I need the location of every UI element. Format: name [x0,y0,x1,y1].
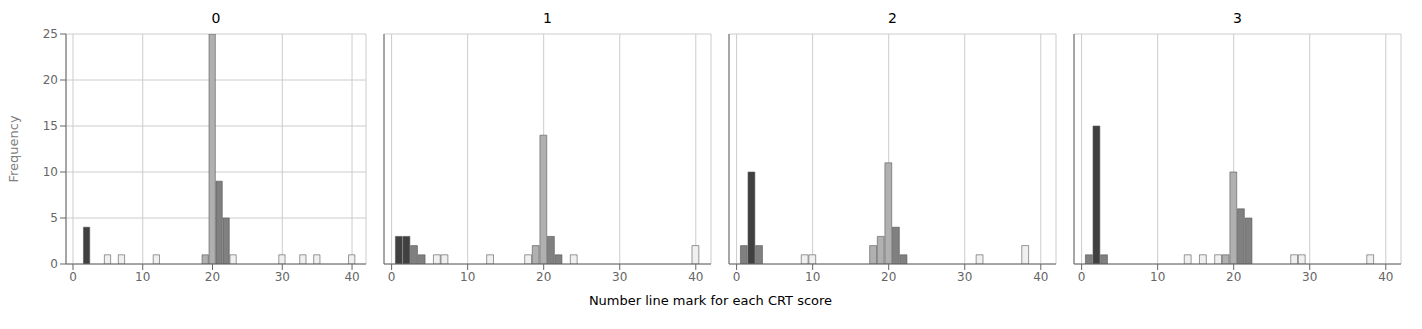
svg-text:30: 30 [612,270,627,284]
svg-text:20: 20 [536,270,551,284]
svg-text:0: 0 [69,270,77,284]
svg-text:40: 40 [1033,270,1048,284]
svg-text:30: 30 [957,270,972,284]
svg-text:20: 20 [881,270,896,284]
svg-text:30: 30 [1302,270,1317,284]
html-text:Number line mark for each CRT: Number line mark for each CRT score [588,293,833,308]
html-text:3: 3 [1233,10,1242,26]
svg-text:0: 0 [50,257,58,271]
html-text:0: 0 [211,10,221,26]
svg-text:10: 10 [135,270,150,284]
svg-text:10: 10 [460,270,475,284]
svg-text:0: 0 [1078,270,1086,284]
svg-text:30: 30 [275,270,290,284]
html-text:1: 1 [543,10,552,26]
svg-text:20: 20 [43,73,58,87]
svg-text:40: 40 [344,270,359,284]
svg-text:40: 40 [688,270,703,284]
html-text:2: 2 [888,10,897,26]
svg-text:40: 40 [1378,270,1393,284]
svg-text:0: 0 [388,270,396,284]
svg-text:20: 20 [205,270,220,284]
svg-text:10: 10 [1150,270,1165,284]
svg-text:Frequency: Frequency [8,115,21,182]
svg-text:10: 10 [805,270,820,284]
svg-text:15: 15 [43,119,58,133]
svg-text:5: 5 [50,211,58,225]
svg-text:20: 20 [1226,270,1241,284]
svg-text:25: 25 [43,28,58,41]
svg-text:0: 0 [733,270,741,284]
svg-text:10: 10 [43,165,58,179]
